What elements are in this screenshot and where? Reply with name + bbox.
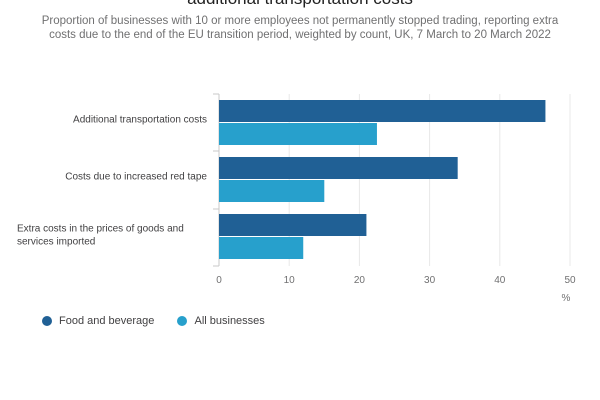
- bar: [219, 237, 304, 259]
- x-tick-label: 40: [494, 275, 506, 286]
- chart-subtitle: Proportion of businesses with 10 or more…: [41, 15, 559, 41]
- x-tick-label: 10: [284, 275, 296, 286]
- legend-label: Food and beverage: [59, 315, 155, 327]
- x-tick-label: 50: [564, 275, 576, 286]
- x-tick-label: 20: [354, 275, 366, 286]
- category-label: services imported: [17, 237, 95, 248]
- bar: [219, 180, 325, 202]
- x-axis-label: %: [562, 293, 571, 304]
- bar: [219, 214, 367, 236]
- chart-title: additional transportation costs: [0, 0, 600, 9]
- bar: [219, 123, 377, 145]
- category-label: Costs due to increased red tape: [65, 172, 207, 183]
- legend: Food and beverage All businesses: [42, 315, 285, 329]
- legend-swatch: [42, 316, 52, 326]
- legend-swatch: [177, 316, 188, 326]
- legend-label: All businesses: [194, 315, 265, 327]
- bar: [219, 157, 458, 179]
- category-label: Additional transportation costs: [73, 115, 207, 126]
- category-label: Extra costs in the prices of goods and: [17, 224, 184, 235]
- legend-item-food-and-beverage[interactable]: Food and beverage: [42, 315, 154, 327]
- bar: [219, 100, 546, 122]
- x-tick-label: 0: [216, 275, 222, 286]
- x-tick-label: 30: [424, 275, 436, 286]
- legend-item-all-businesses[interactable]: All businesses: [177, 315, 265, 327]
